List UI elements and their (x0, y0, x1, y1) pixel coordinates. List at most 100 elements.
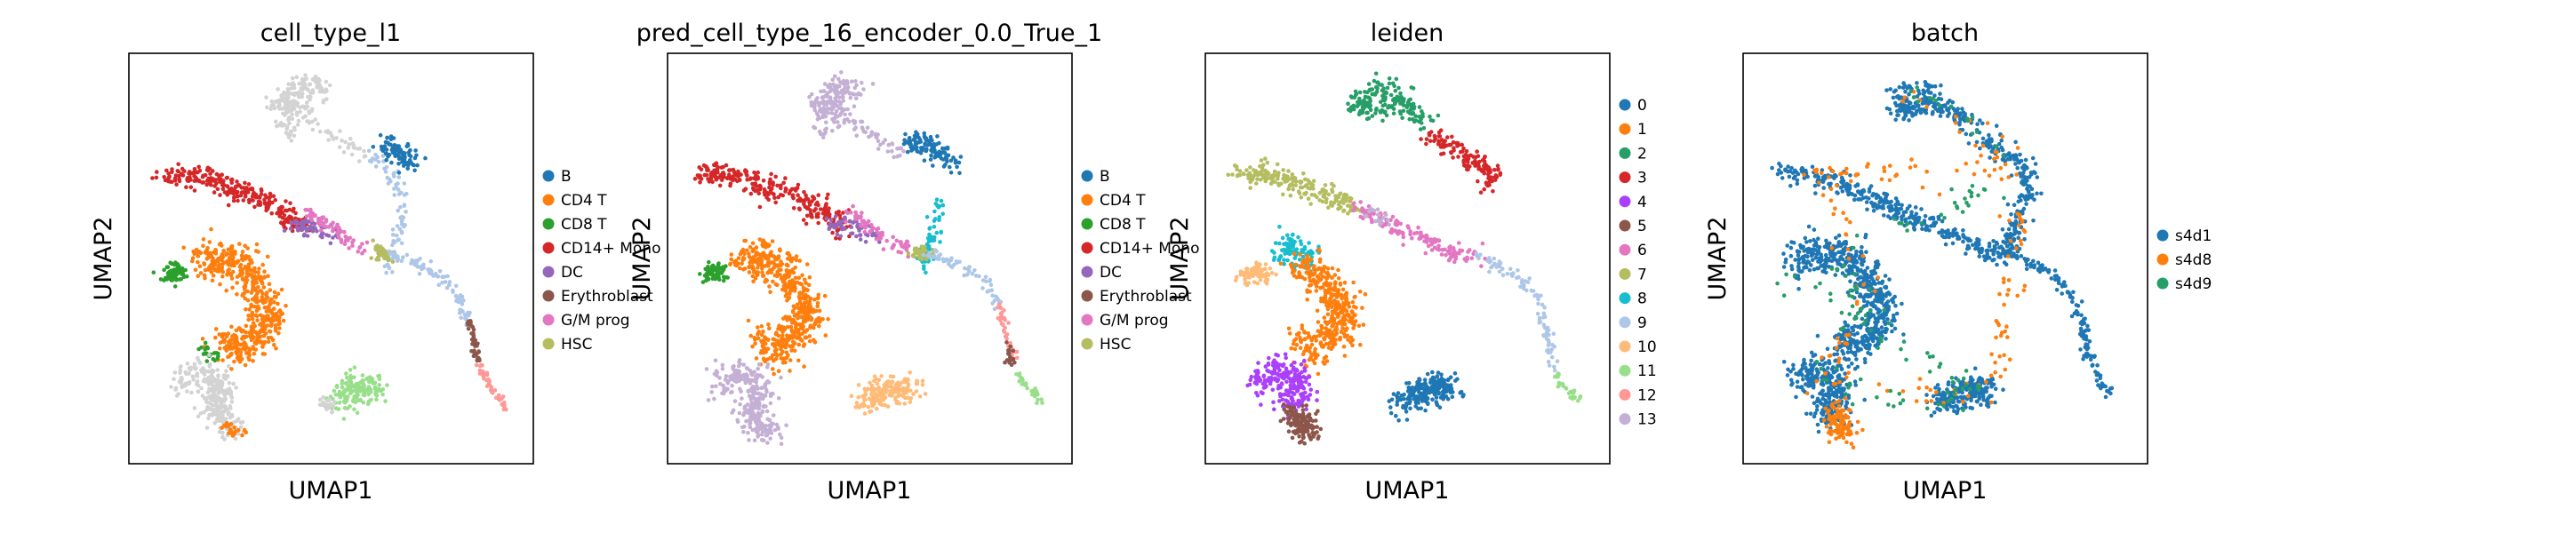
scatter-point (222, 338, 227, 343)
scatter-point (1237, 172, 1243, 178)
scatter-point (244, 351, 249, 355)
scatter-point (1235, 167, 1239, 171)
scatter-point (484, 372, 490, 378)
scatter-point (1380, 118, 1385, 123)
scatter-point (788, 318, 794, 322)
scatter-point (921, 252, 926, 258)
legend-marker (1081, 218, 1093, 230)
scatter-point (347, 246, 351, 251)
scatter-point (1466, 250, 1470, 254)
scatter-point (1291, 187, 1295, 192)
scatter-point (373, 152, 378, 157)
scatter-point (844, 209, 849, 214)
scatter-point (398, 204, 403, 210)
scatter-point (791, 256, 796, 261)
scatter-point (212, 184, 217, 188)
scatter-point (203, 340, 208, 346)
scatter-point (827, 227, 831, 231)
scatter-point (732, 376, 737, 381)
scatter-point (1480, 241, 1485, 246)
scatter-point (948, 171, 954, 175)
scatter-point (206, 369, 211, 374)
scatter-point (1276, 173, 1281, 179)
panel-pred-cell-type: pred_cell_type_16_encoder_0.0_True_1 UMA… (628, 20, 1199, 505)
scatter-point (819, 107, 823, 112)
scatter-point (721, 274, 726, 280)
legend-label: HSC (1100, 336, 1131, 354)
scatter-point (1375, 86, 1380, 91)
scatter-point (240, 433, 244, 438)
scatter-point (195, 382, 199, 386)
scatter-point (761, 329, 765, 334)
scatter-point (912, 254, 916, 259)
scatter-point (876, 226, 881, 231)
scatter-point (747, 438, 751, 442)
scatter-point (251, 321, 256, 326)
scatter-point (1012, 360, 1017, 365)
scatter-point (750, 249, 756, 254)
scatter-point (826, 84, 831, 90)
scatter-point (253, 293, 259, 298)
scatter-point (356, 159, 362, 163)
scatter-point (392, 251, 396, 257)
scatter-point (231, 187, 236, 192)
scatter-point (229, 180, 235, 186)
scatter-point (856, 394, 861, 400)
scatter-point (776, 195, 780, 200)
scatter-point (224, 420, 229, 426)
scatter-point (222, 373, 228, 378)
x-axis-label: UMAP1 (289, 477, 373, 505)
scatter-point (817, 323, 821, 329)
scatter-point (1306, 196, 1311, 201)
scatter-point (217, 418, 221, 424)
scatter-point (710, 265, 715, 270)
scatter-point (252, 204, 257, 210)
scatter-point (284, 208, 290, 213)
scatter-point (360, 242, 364, 246)
scatter-point (166, 270, 172, 275)
scatter-point (859, 224, 864, 228)
scatter-point (176, 162, 180, 167)
scatter-point (847, 119, 852, 124)
scatter-point (1427, 131, 1432, 136)
scatter-point (742, 251, 747, 257)
scatter-point (1424, 141, 1428, 147)
legend-label: DC (1100, 264, 1122, 282)
scatter-point (472, 348, 476, 354)
scatter-point (1527, 276, 1532, 281)
scatter-point (757, 237, 763, 242)
scatter-point (792, 282, 796, 287)
scatter-point (211, 356, 216, 362)
scatter-point (812, 124, 816, 130)
scatter-point (1392, 84, 1396, 89)
scatter-point (1476, 179, 1480, 184)
scatter-point (741, 412, 746, 418)
scatter-point (767, 326, 772, 331)
scatter-point (1428, 118, 1434, 123)
scatter-point (1451, 155, 1455, 160)
scatter-point (308, 94, 313, 99)
scatter-point (396, 208, 401, 213)
scatter-point (746, 388, 750, 394)
scatter-point (862, 393, 868, 397)
scatter-point (765, 441, 770, 445)
scatter-point (296, 91, 300, 97)
scatter-point (750, 186, 756, 191)
scatter-point (796, 310, 802, 314)
scatter-point (1437, 134, 1443, 139)
scatter-point (213, 335, 218, 340)
scatter-point (1035, 401, 1039, 406)
scatter-point (790, 278, 795, 282)
scatter-point (1290, 233, 1295, 237)
scatter-point (815, 200, 820, 205)
scatter-point (423, 155, 428, 161)
scatter-point (209, 412, 214, 418)
scatter-point (259, 188, 264, 194)
scatter-point (162, 175, 166, 179)
scatter-point (927, 251, 932, 256)
scatter-point (274, 295, 278, 299)
scatter-point (235, 281, 240, 285)
scatter-point (1383, 102, 1388, 107)
scatter-point (901, 149, 906, 154)
legend-label: B (561, 168, 572, 186)
